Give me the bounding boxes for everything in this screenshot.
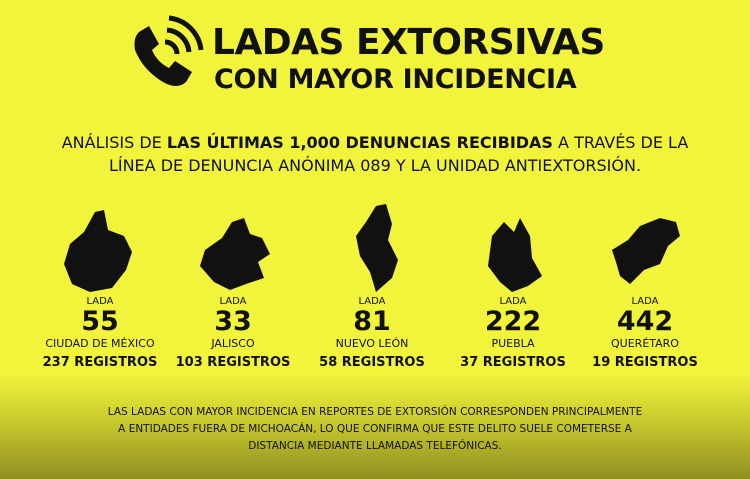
state-name: PUEBLA (491, 337, 535, 350)
lada-label: LADA (358, 296, 386, 307)
lada-code: 81 (353, 306, 391, 337)
lada-item: LADA 442 QUERÉTARO 19 REGISTROS (570, 296, 720, 374)
intro: ANÁLISIS DE LAS ÚLTIMAS 1,000 DENUNCIAS … (0, 131, 750, 177)
lada-code: 442 (616, 306, 674, 337)
lada-code: 222 (484, 306, 542, 337)
footer: LAS LADAS CON MAYOR INCIDENCIA EN REPORT… (0, 404, 750, 455)
phone-icon (134, 15, 204, 86)
state-name: NUEVO LEÓN (335, 337, 409, 350)
lada-code: 33 (214, 306, 252, 337)
intro-text: ANÁLISIS DE (61, 133, 162, 152)
intro-text: LÍNEA DE DENUNCIA ANÓNIMA 089 Y LA UNIDA… (108, 156, 642, 175)
lada-label: LADA (86, 296, 114, 307)
footer-line: DISTANCIA MEDIANTE LLAMADAS TELEFÓNICAS. (248, 440, 502, 452)
state-maps (64, 204, 680, 292)
lada-item: LADA 222 PUEBLA 37 REGISTROS (438, 296, 588, 374)
state-name: QUERÉTARO (611, 337, 679, 350)
state-name: CIUDAD DE MÉXICO (45, 337, 155, 350)
lada-item: LADA 33 JALISCO 103 REGISTROS (158, 296, 308, 374)
lada-item: LADA 81 NUEVO LEÓN 58 REGISTROS (297, 296, 447, 374)
record-count: 103 REGISTROS (175, 355, 291, 370)
lada-label: LADA (219, 296, 247, 307)
title: LADAS EXTORSIVAS (212, 22, 605, 63)
lada-code: 55 (81, 306, 119, 337)
lada-item: LADA 55 CIUDAD DE MÉXICO 237 REGISTROS (25, 296, 175, 374)
lada-label: LADA (631, 296, 659, 307)
intro-text: A TRAVÉS DE LA (558, 133, 689, 152)
subtitle: CON MAYOR INCIDENCIA (214, 64, 577, 95)
record-count: 58 REGISTROS (319, 355, 425, 370)
record-count: 37 REGISTROS (460, 355, 566, 370)
record-count: 19 REGISTROS (592, 355, 698, 370)
record-count: 237 REGISTROS (42, 355, 158, 370)
lada-label: LADA (499, 296, 527, 307)
footer-line: A ENTIDADES FUERA DE MICHOACÁN, LO QUE C… (118, 423, 632, 435)
footer-line: LAS LADAS CON MAYOR INCIDENCIA EN REPORT… (107, 406, 643, 418)
intro-highlight: LAS ÚLTIMAS 1,000 DENUNCIAS RECIBIDAS (166, 133, 553, 152)
state-name: JALISCO (211, 337, 255, 350)
